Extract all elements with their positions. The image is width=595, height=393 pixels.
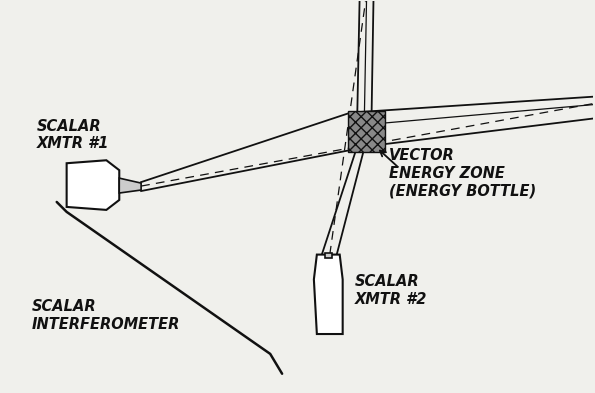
Polygon shape [314,255,343,334]
Text: SCALAR
XMTR #1: SCALAR XMTR #1 [37,119,109,151]
Polygon shape [325,253,332,257]
Text: VECTOR
ENERGY ZONE
(ENERGY BOTTLE): VECTOR ENERGY ZONE (ENERGY BOTTLE) [389,148,537,198]
Polygon shape [119,178,141,193]
Text: SCALAR
INTERFEROMETER: SCALAR INTERFEROMETER [32,299,180,332]
Text: SCALAR
XMTR #2: SCALAR XMTR #2 [355,274,427,307]
Polygon shape [67,160,119,210]
Bar [347,110,386,152]
